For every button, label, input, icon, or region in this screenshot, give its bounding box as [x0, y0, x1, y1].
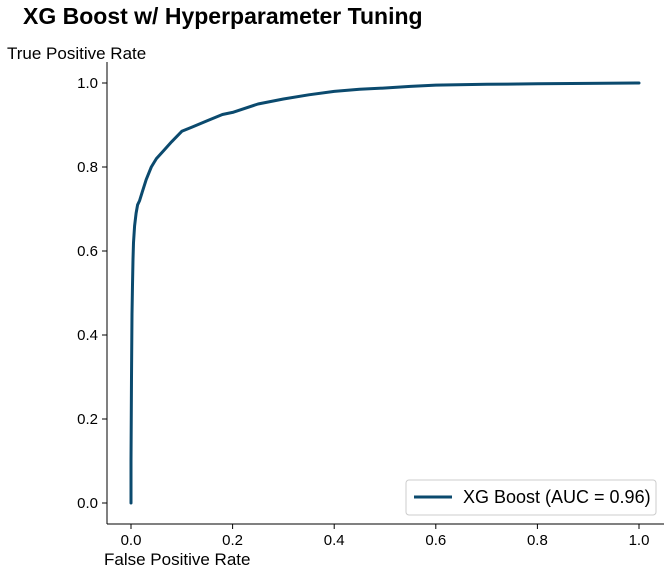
y-ticks: 0.0 0.2 0.4 0.6 0.8 1.0 — [77, 75, 107, 512]
legend: XG Boost (AUC = 0.96) — [405, 479, 657, 516]
legend-box — [405, 479, 657, 516]
chart-title: XG Boost w/ Hyperparameter Tuning — [23, 3, 423, 29]
y-tick-label: 0.0 — [77, 495, 98, 512]
y-tick-label: 1.0 — [77, 75, 98, 92]
x-tick-label: 0.4 — [324, 532, 345, 549]
x-tick-label: 0.8 — [527, 532, 548, 549]
x-ticks: 0.0 0.2 0.4 0.6 0.8 1.0 — [121, 524, 650, 549]
x-tick-label: 0.6 — [425, 532, 446, 549]
y-tick-label: 0.4 — [77, 327, 98, 344]
y-tick-label: 0.6 — [77, 243, 98, 260]
plot-area — [129, 81, 641, 505]
x-axis-label: False Positive Rate — [104, 550, 250, 569]
x-tick-label: 0.2 — [222, 532, 243, 549]
y-tick-label: 0.2 — [77, 411, 98, 428]
y-axis-label: True Positive Rate — [7, 44, 146, 63]
y-tick-label: 0.8 — [77, 159, 98, 176]
x-tick-label: 0.0 — [121, 532, 142, 549]
roc-curve-line — [129, 81, 641, 505]
x-tick-label: 1.0 — [629, 532, 650, 549]
legend-label: XG Boost (AUC = 0.96) — [463, 487, 651, 507]
